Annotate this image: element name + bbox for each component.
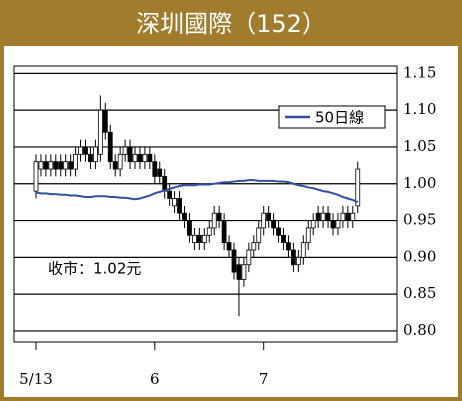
candle-body (63, 161, 69, 170)
overlay: 收市：1.02元 50日線 (38, 105, 386, 278)
candle-body (127, 146, 133, 163)
y-tick-label: 1.15 (403, 63, 436, 81)
candle-body (221, 220, 227, 244)
candle-body (231, 249, 237, 273)
marks (33, 95, 361, 317)
candle-body (172, 198, 178, 207)
candle-body (102, 109, 108, 133)
candle-body (38, 161, 44, 170)
candle-body (142, 153, 148, 163)
legend (278, 105, 386, 129)
candle-body (310, 220, 316, 229)
candle-body (58, 161, 64, 170)
candle-body (216, 212, 222, 221)
candle-body (276, 227, 281, 236)
candle-body (78, 146, 83, 155)
candle-body (107, 131, 113, 163)
candle-body (261, 212, 267, 229)
candle-body (300, 242, 306, 258)
candle-body (93, 146, 98, 163)
candle-body (191, 234, 197, 244)
candle-body (33, 161, 39, 192)
candle-body (335, 220, 341, 229)
candle-body (112, 161, 118, 170)
candle-body (53, 161, 59, 170)
candle-body (330, 220, 336, 229)
candle-body (196, 234, 202, 244)
candle-body (137, 153, 143, 163)
candle-body (325, 212, 331, 221)
candle-body (182, 212, 187, 221)
candle-body (152, 161, 158, 177)
candle-body (281, 234, 286, 244)
candle-body (122, 146, 128, 155)
annotation-background (38, 258, 170, 278)
candle-body (355, 168, 361, 207)
candle-body (162, 175, 168, 192)
annotation: 收市：1.02元 (48, 260, 141, 278)
candle-body (246, 249, 252, 266)
candle-body (68, 161, 74, 170)
candle-body (315, 212, 321, 221)
y-tick-label: 0.95 (403, 211, 436, 229)
candle-body (305, 227, 311, 244)
candle-body (97, 109, 103, 155)
plot-border (13, 65, 398, 343)
plot-background (4, 46, 458, 397)
candle-body (290, 249, 296, 266)
candle-body (226, 242, 232, 251)
chart-title: 深圳國際（152） (136, 10, 326, 38)
candle-body (43, 161, 49, 170)
candle-body (206, 227, 212, 236)
candle-body (211, 212, 217, 229)
candle-body (241, 264, 247, 280)
candle-body (340, 212, 346, 221)
candle-body (236, 264, 242, 280)
candle-body (271, 220, 277, 229)
candle-body (167, 190, 173, 199)
candle-body (147, 153, 153, 163)
y-tick-label: 0.85 (403, 284, 436, 302)
candle-body (201, 234, 207, 244)
candle-body (132, 153, 138, 163)
candle-body (88, 153, 93, 163)
candle-body (157, 168, 163, 177)
candle-body (48, 161, 54, 170)
candle-body (286, 242, 291, 251)
x-tick-label: 5/13 (19, 370, 53, 388)
candle-body (251, 242, 257, 251)
x-tick-label: 6 (150, 370, 160, 388)
candle-body (320, 212, 326, 221)
legend-label: 50日線 (315, 109, 364, 127)
x-tick-label: 7 (259, 370, 269, 388)
candle-body (266, 212, 272, 221)
y-tick-label: 1.10 (403, 100, 436, 118)
y-tick-label: 1.00 (403, 174, 436, 192)
candle-body (345, 212, 351, 221)
candle-body (187, 220, 192, 236)
candle-body (117, 153, 123, 170)
moving-average-line (35, 179, 359, 204)
y-tick-label: 0.90 (403, 247, 436, 265)
candle-body (177, 198, 182, 214)
y-tick-label: 0.80 (403, 321, 436, 339)
y-tick-label: 1.05 (403, 137, 436, 155)
candle-body (350, 212, 356, 221)
candle-body (256, 227, 262, 244)
candle-body (73, 153, 78, 170)
candle-body (295, 256, 301, 266)
candle-body (83, 146, 88, 155)
